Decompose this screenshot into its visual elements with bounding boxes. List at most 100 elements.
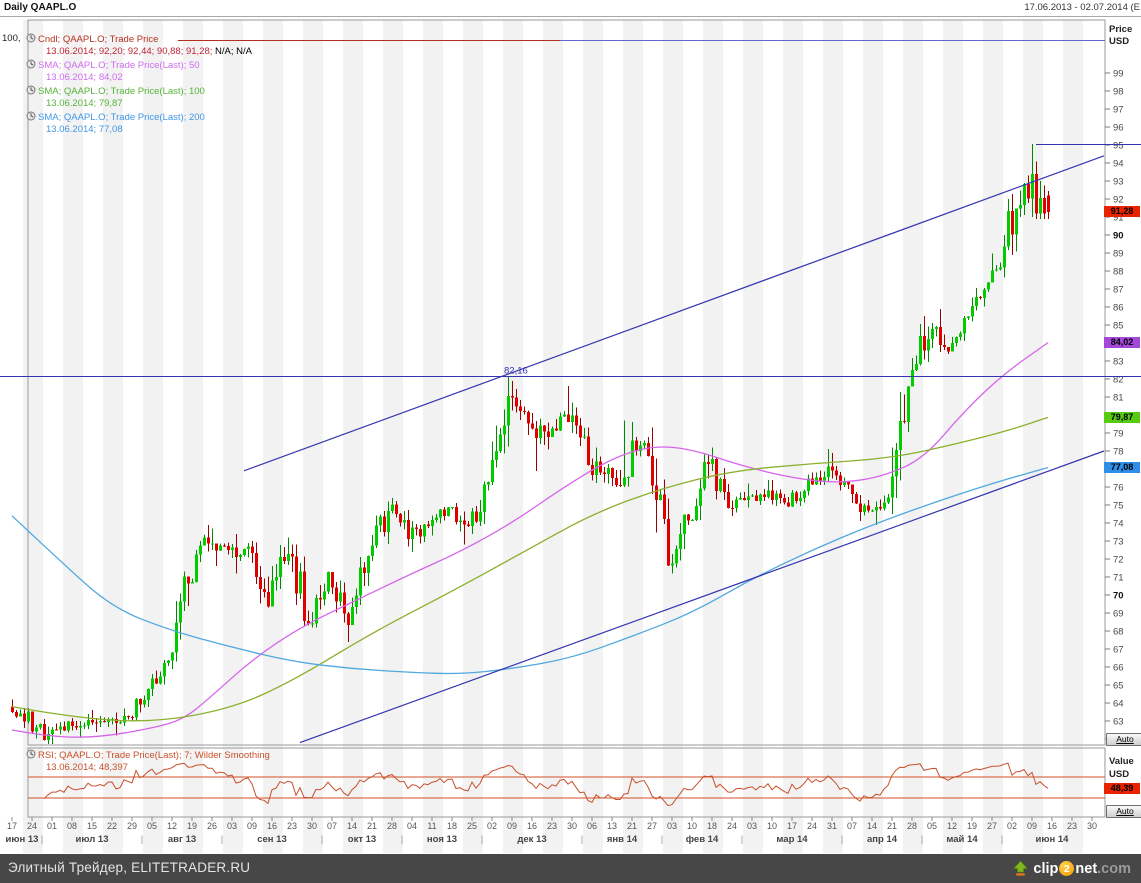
- svg-text:июл 13: июл 13: [76, 834, 109, 845]
- legend-candle-label: Cndl; QAAPL.O; Trade Price: [38, 34, 159, 45]
- svg-text:09: 09: [247, 821, 257, 831]
- svg-text:85: 85: [1113, 321, 1124, 332]
- svg-text:05: 05: [147, 821, 157, 831]
- logo-clip-text: clip: [1033, 860, 1059, 877]
- clock-icon: [26, 749, 36, 763]
- time-axis[interactable]: 17 24 01 08 15 22 29 05 12 19 26 03 09 16 23 30 07 14 21 28…: [6, 817, 1097, 845]
- svg-text:29: 29: [127, 821, 137, 831]
- legend-sma50-label: SMA; QAAPL.O; Trade Price(Last); 50: [38, 60, 200, 71]
- channel-lower[interactable]: [299, 450, 1105, 744]
- svg-text:69: 69: [1113, 609, 1124, 620]
- legend-candle-values: 13.06.2014; 92,20; 92,44; 90,88; 91,28;: [46, 46, 213, 57]
- legend-row-sma50-value: 13.06.2014; 84,02: [46, 72, 123, 84]
- svg-text:|: |: [41, 834, 43, 845]
- channel-upper[interactable]: [243, 155, 1105, 472]
- svg-text:22: 22: [107, 821, 117, 831]
- svg-text:03: 03: [227, 821, 237, 831]
- legend-candle-na: N/A; N/A: [212, 46, 252, 57]
- svg-text:дек 13: дек 13: [517, 834, 546, 845]
- legend-row-rsi: RSI; QAAPL.O; Trade Price(Last); 7; Wild…: [26, 749, 270, 761]
- svg-text:74: 74: [1113, 519, 1124, 530]
- price-axis-title: Price: [1109, 24, 1133, 35]
- svg-text:21: 21: [627, 821, 637, 831]
- svg-text:98: 98: [1113, 87, 1124, 98]
- svg-text:мар 14: мар 14: [776, 834, 808, 845]
- legend-row-sma200: SMA; QAAPL.O; Trade Price(Last); 200: [26, 111, 205, 123]
- logo-net-text: net: [1075, 860, 1098, 877]
- legend-sma200-label: SMA; QAAPL.O; Trade Price(Last); 200: [38, 112, 205, 123]
- svg-text:71: 71: [1113, 573, 1124, 584]
- svg-text:июн 14: июн 14: [1036, 834, 1070, 845]
- svg-text:|: |: [401, 834, 403, 845]
- legend-sma200-value: 13.06.2014; 77,08: [46, 124, 123, 135]
- week-stripes: [23, 20, 1083, 853]
- sma200-line: [11, 466, 1049, 675]
- clip2net-logo: clip 2 net .com: [1012, 858, 1131, 879]
- svg-text:28: 28: [387, 821, 397, 831]
- legend-row-sma50: SMA; QAAPL.O; Trade Price(Last); 50: [26, 59, 200, 71]
- svg-text:|: |: [1001, 834, 1003, 845]
- svg-text:88: 88: [1113, 267, 1124, 278]
- svg-text:16: 16: [267, 821, 277, 831]
- svg-text:72: 72: [1113, 555, 1124, 566]
- sma100-line: [11, 416, 1049, 722]
- price-axis[interactable]: 6263646566676869707172737475767778798081…: [1105, 69, 1124, 746]
- svg-text:28: 28: [907, 821, 917, 831]
- legend-sma50-value: 13.06.2014; 84,02: [46, 72, 123, 83]
- svg-text:11: 11: [427, 821, 436, 831]
- svg-text:94: 94: [1113, 159, 1124, 170]
- svg-text:04: 04: [407, 821, 417, 831]
- svg-text:14: 14: [867, 821, 877, 831]
- axis-top-label: 100,: [2, 33, 21, 44]
- svg-text:10: 10: [767, 821, 777, 831]
- svg-text:17: 17: [7, 821, 17, 831]
- svg-text:03: 03: [667, 821, 677, 831]
- clock-icon: [26, 111, 36, 125]
- svg-text:06: 06: [587, 821, 597, 831]
- svg-text:30: 30: [307, 821, 317, 831]
- candles-layer: [11, 144, 1050, 744]
- svg-text:01: 01: [47, 821, 57, 831]
- svg-text:|: |: [661, 834, 663, 845]
- rsi-value-badge: 48,39: [1104, 783, 1140, 794]
- svg-text:86: 86: [1113, 303, 1124, 314]
- svg-text:99: 99: [1113, 69, 1124, 80]
- svg-text:17: 17: [787, 821, 797, 831]
- svg-text:23: 23: [1067, 821, 1077, 831]
- svg-text:сен 13: сен 13: [257, 834, 287, 845]
- sma50-line: [11, 342, 1049, 738]
- svg-text:|: |: [221, 834, 223, 845]
- svg-text:25: 25: [467, 821, 477, 831]
- svg-text:24: 24: [27, 821, 37, 831]
- svg-text:91: 91: [1113, 213, 1124, 224]
- panel-frames: [27, 19, 1106, 818]
- price-axis-auto-button[interactable]: Auto: [1106, 733, 1141, 746]
- svg-text:12: 12: [947, 821, 957, 831]
- legend-sma100-value: 13.06.2014; 79,87: [46, 98, 123, 109]
- svg-text:09: 09: [1027, 821, 1037, 831]
- svg-text:08: 08: [67, 821, 77, 831]
- svg-text:79: 79: [1113, 429, 1124, 440]
- rsi-axis-title: Value: [1109, 756, 1134, 767]
- footer-site-label: Элитный Трейдер, ELITETRADER.RU: [8, 860, 251, 875]
- svg-text:авг 13: авг 13: [168, 834, 196, 845]
- svg-text:|: |: [741, 834, 743, 845]
- svg-text:82: 82: [1113, 375, 1124, 386]
- svg-text:ноя 13: ноя 13: [427, 834, 457, 845]
- chart-title: Daily QAAPL.O: [4, 2, 77, 13]
- chart-header: Daily QAAPL.O 17.06.2013 - 02.07.2014 (Е: [0, 0, 1141, 17]
- rsi-axis-auto-button[interactable]: Auto: [1106, 805, 1141, 818]
- svg-text:24: 24: [807, 821, 817, 831]
- svg-text:97: 97: [1113, 105, 1124, 116]
- svg-text:02: 02: [487, 821, 497, 831]
- rsi-axis-unit: USD: [1109, 769, 1130, 780]
- svg-text:31: 31: [827, 821, 837, 831]
- svg-text:63: 63: [1113, 717, 1124, 728]
- svg-text:21: 21: [367, 821, 377, 831]
- footer-bar: Элитный Трейдер, ELITETRADER.RU clip 2 n…: [0, 854, 1141, 883]
- svg-text:|: |: [141, 834, 143, 845]
- svg-text:19: 19: [967, 821, 977, 831]
- svg-text:15: 15: [87, 821, 97, 831]
